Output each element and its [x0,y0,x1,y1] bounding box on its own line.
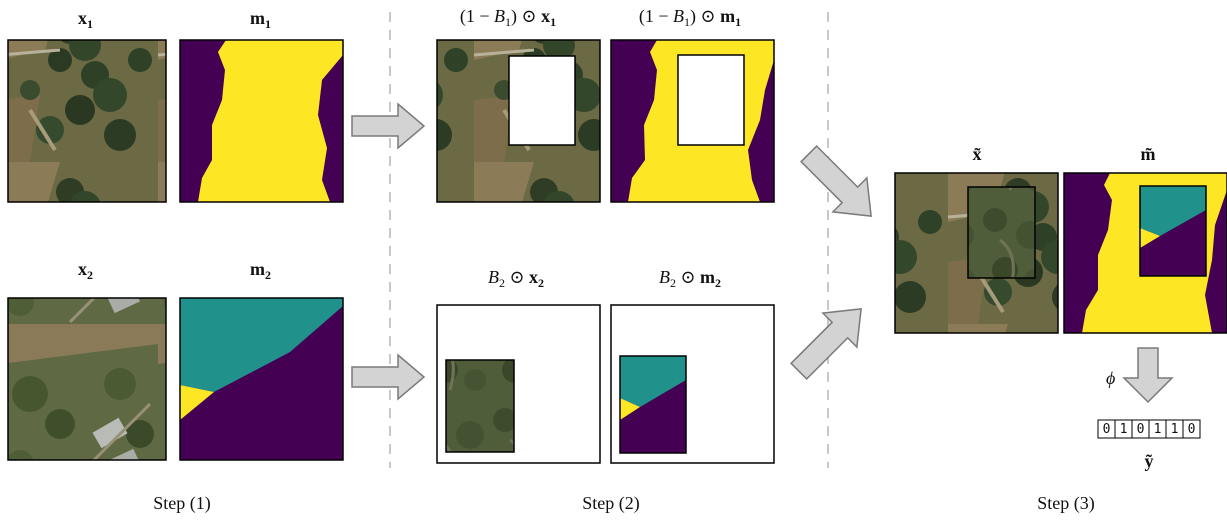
vector-bit: 0 [1137,422,1145,437]
step-2-label: Step (2) [582,493,640,514]
cut-box-x1 [508,55,576,146]
vector-bit: 1 [1120,422,1128,437]
arrow-right-bottom [351,353,426,401]
cut-box-m1 [677,54,745,146]
mixed-patch-x [967,186,1036,279]
mask-cut-m1 [610,39,775,203]
label-m2: m2 [250,259,271,282]
image-x1 [7,39,167,203]
label-m1: m1 [250,8,271,31]
image-paste-x2 [436,304,601,464]
label-cut-x1: (1 − B1) ⊙ x1 [460,6,556,29]
label-x-tilde: x̃ [973,144,982,164]
label-y-tilde: ỹ [1145,451,1154,471]
vector-bit: 0 [1103,422,1111,437]
arrow-diagonal-up [790,308,862,380]
patch-x2 [445,359,515,453]
arrow-down-phi [1122,347,1174,404]
vector-bit: 0 [1188,422,1196,437]
step-3-label: Step (3) [1037,493,1095,514]
mask-m1 [179,39,344,203]
vector-cell [1182,419,1201,439]
label-cut-m1: (1 − B1) ⊙ m1 [639,6,741,29]
label-paste-m2: B2 ⊙ m2 [659,267,721,290]
vector-bit: 1 [1171,422,1179,437]
mask-paste-m2 [610,304,775,464]
label-phi: ϕ [1106,368,1115,388]
mask-m2 [179,297,344,461]
image-mixed-x [894,172,1059,334]
mask-mixed-m [1063,172,1227,334]
image-x2 [7,297,167,461]
vector-bit: 1 [1154,422,1162,437]
label-x1: x1 [78,8,93,31]
label-m-tilde: m̃ [1141,144,1156,164]
arrow-right-top [351,102,426,150]
arrow-diagonal-down [800,145,872,217]
label-paste-x2: B2 ⊙ x2 [488,267,544,290]
image-cut-x1 [436,39,601,203]
label-x2: x2 [78,259,93,282]
step-1-label: Step (1) [153,493,211,514]
